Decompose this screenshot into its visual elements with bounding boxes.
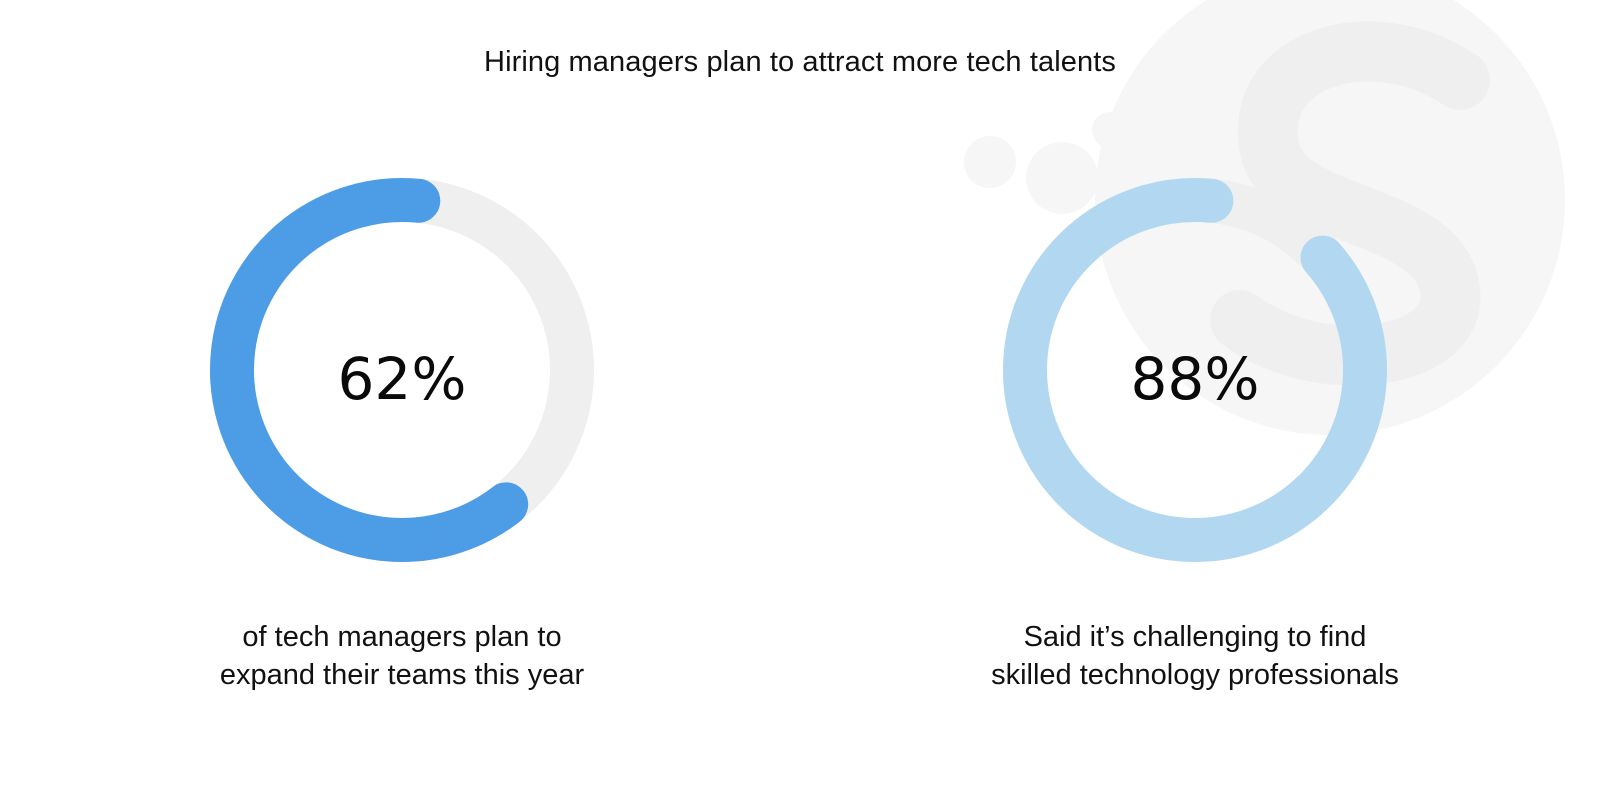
caption-1: of tech managers plan to expand their te…	[142, 618, 662, 694]
watermark-dot-tiny	[1092, 112, 1128, 148]
donut-ring-1	[209, 177, 594, 562]
donut-value-arc-1	[209, 177, 594, 562]
chart-title: Hiring managers plan to attract more tec…	[484, 46, 1116, 78]
caption-1-line-2: expand their teams this year	[219, 659, 585, 691]
donut-chart-2: 88% Said it’s challenging to find skille…	[935, 170, 1455, 710]
caption-2-line-2: skilled technology professionals	[991, 659, 1399, 691]
donut-ring-2	[1003, 178, 1387, 562]
percent-label-1: 62%	[337, 345, 467, 413]
caption-1-line-1: of tech managers plan to	[242, 621, 562, 653]
donut-value-arc-2	[1003, 178, 1387, 562]
donut-chart-1: 62% of tech managers plan to expand thei…	[142, 170, 662, 710]
percent-label-2: 88%	[1130, 345, 1260, 413]
caption-2: Said it’s challenging to find skilled te…	[935, 618, 1455, 694]
caption-2-line-1: Said it’s challenging to find	[1023, 621, 1367, 653]
